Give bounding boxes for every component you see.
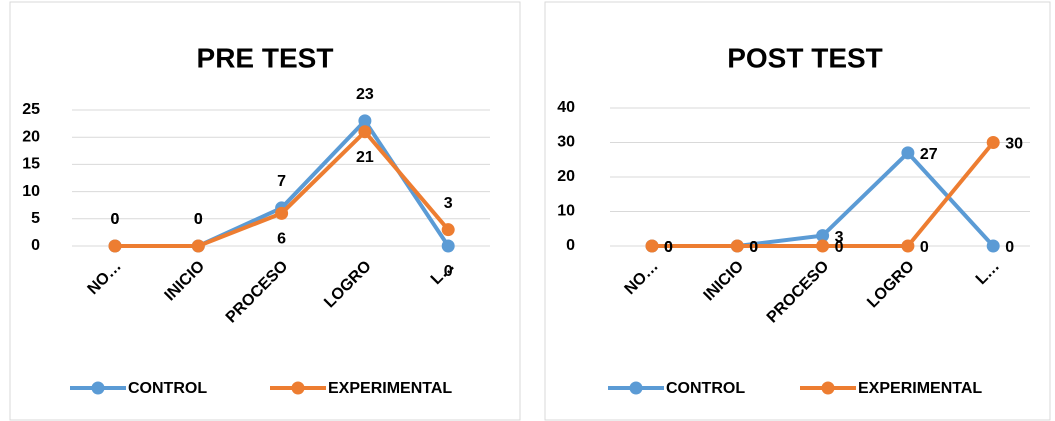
y-tick-label: 0: [566, 237, 575, 254]
point: [901, 239, 915, 253]
point: [191, 239, 205, 253]
data-label: 0: [194, 211, 203, 228]
point: [645, 239, 659, 253]
data-label: 3: [444, 195, 453, 212]
y-tick-label: 20: [22, 128, 40, 145]
point: [730, 239, 744, 253]
y-tick-label: 30: [557, 134, 575, 151]
point: [108, 239, 122, 253]
point: [358, 114, 372, 128]
data-label: 0: [749, 239, 758, 256]
data-label: 0: [111, 211, 120, 228]
point: [441, 239, 455, 253]
data-label: 0: [111, 211, 120, 228]
y-tick-label: 40: [557, 99, 575, 116]
data-label: 6: [277, 231, 286, 248]
data-label: 23: [356, 86, 374, 103]
legend-label: EXPERIMENTAL: [328, 380, 452, 397]
point: [986, 136, 1000, 149]
data-label: 3: [835, 229, 844, 246]
legend-label: EXPERIMENTAL: [858, 380, 982, 397]
data-label: 0: [835, 239, 844, 256]
legend-label: CONTROL: [128, 380, 207, 397]
data-label: 30: [1005, 136, 1023, 153]
legend-marker: [91, 381, 105, 395]
chart-title: POST TEST: [727, 42, 883, 73]
y-tick-label: 20: [557, 168, 575, 185]
data-label: 27: [920, 146, 938, 163]
data-label: 7: [277, 173, 286, 190]
data-label: 0: [749, 239, 758, 256]
y-tick-label: 10: [557, 203, 575, 220]
point: [816, 239, 830, 253]
data-label: 0: [194, 211, 203, 228]
y-tick-label: 0: [31, 237, 40, 254]
data-label: 0: [444, 263, 453, 280]
data-label: 0: [1005, 239, 1014, 256]
data-label: 0: [920, 239, 929, 256]
chart-title: PRE TEST: [197, 42, 334, 73]
legend-label: CONTROL: [666, 380, 745, 397]
data-label: 0: [664, 239, 673, 256]
point: [816, 229, 830, 243]
point: [358, 125, 372, 139]
data-label: 0: [664, 239, 673, 256]
point: [901, 146, 915, 160]
legend-marker: [291, 381, 305, 395]
y-tick-label: 25: [22, 101, 40, 118]
y-tick-label: 15: [22, 156, 40, 173]
y-tick-label: 5: [31, 210, 40, 227]
legend-marker: [629, 381, 643, 395]
point: [986, 239, 1000, 253]
legend-marker: [821, 381, 835, 395]
panel: [9, 1, 521, 421]
point: [275, 206, 289, 220]
data-label: 21: [356, 149, 374, 166]
point: [441, 223, 455, 237]
y-tick-label: 10: [22, 183, 40, 200]
